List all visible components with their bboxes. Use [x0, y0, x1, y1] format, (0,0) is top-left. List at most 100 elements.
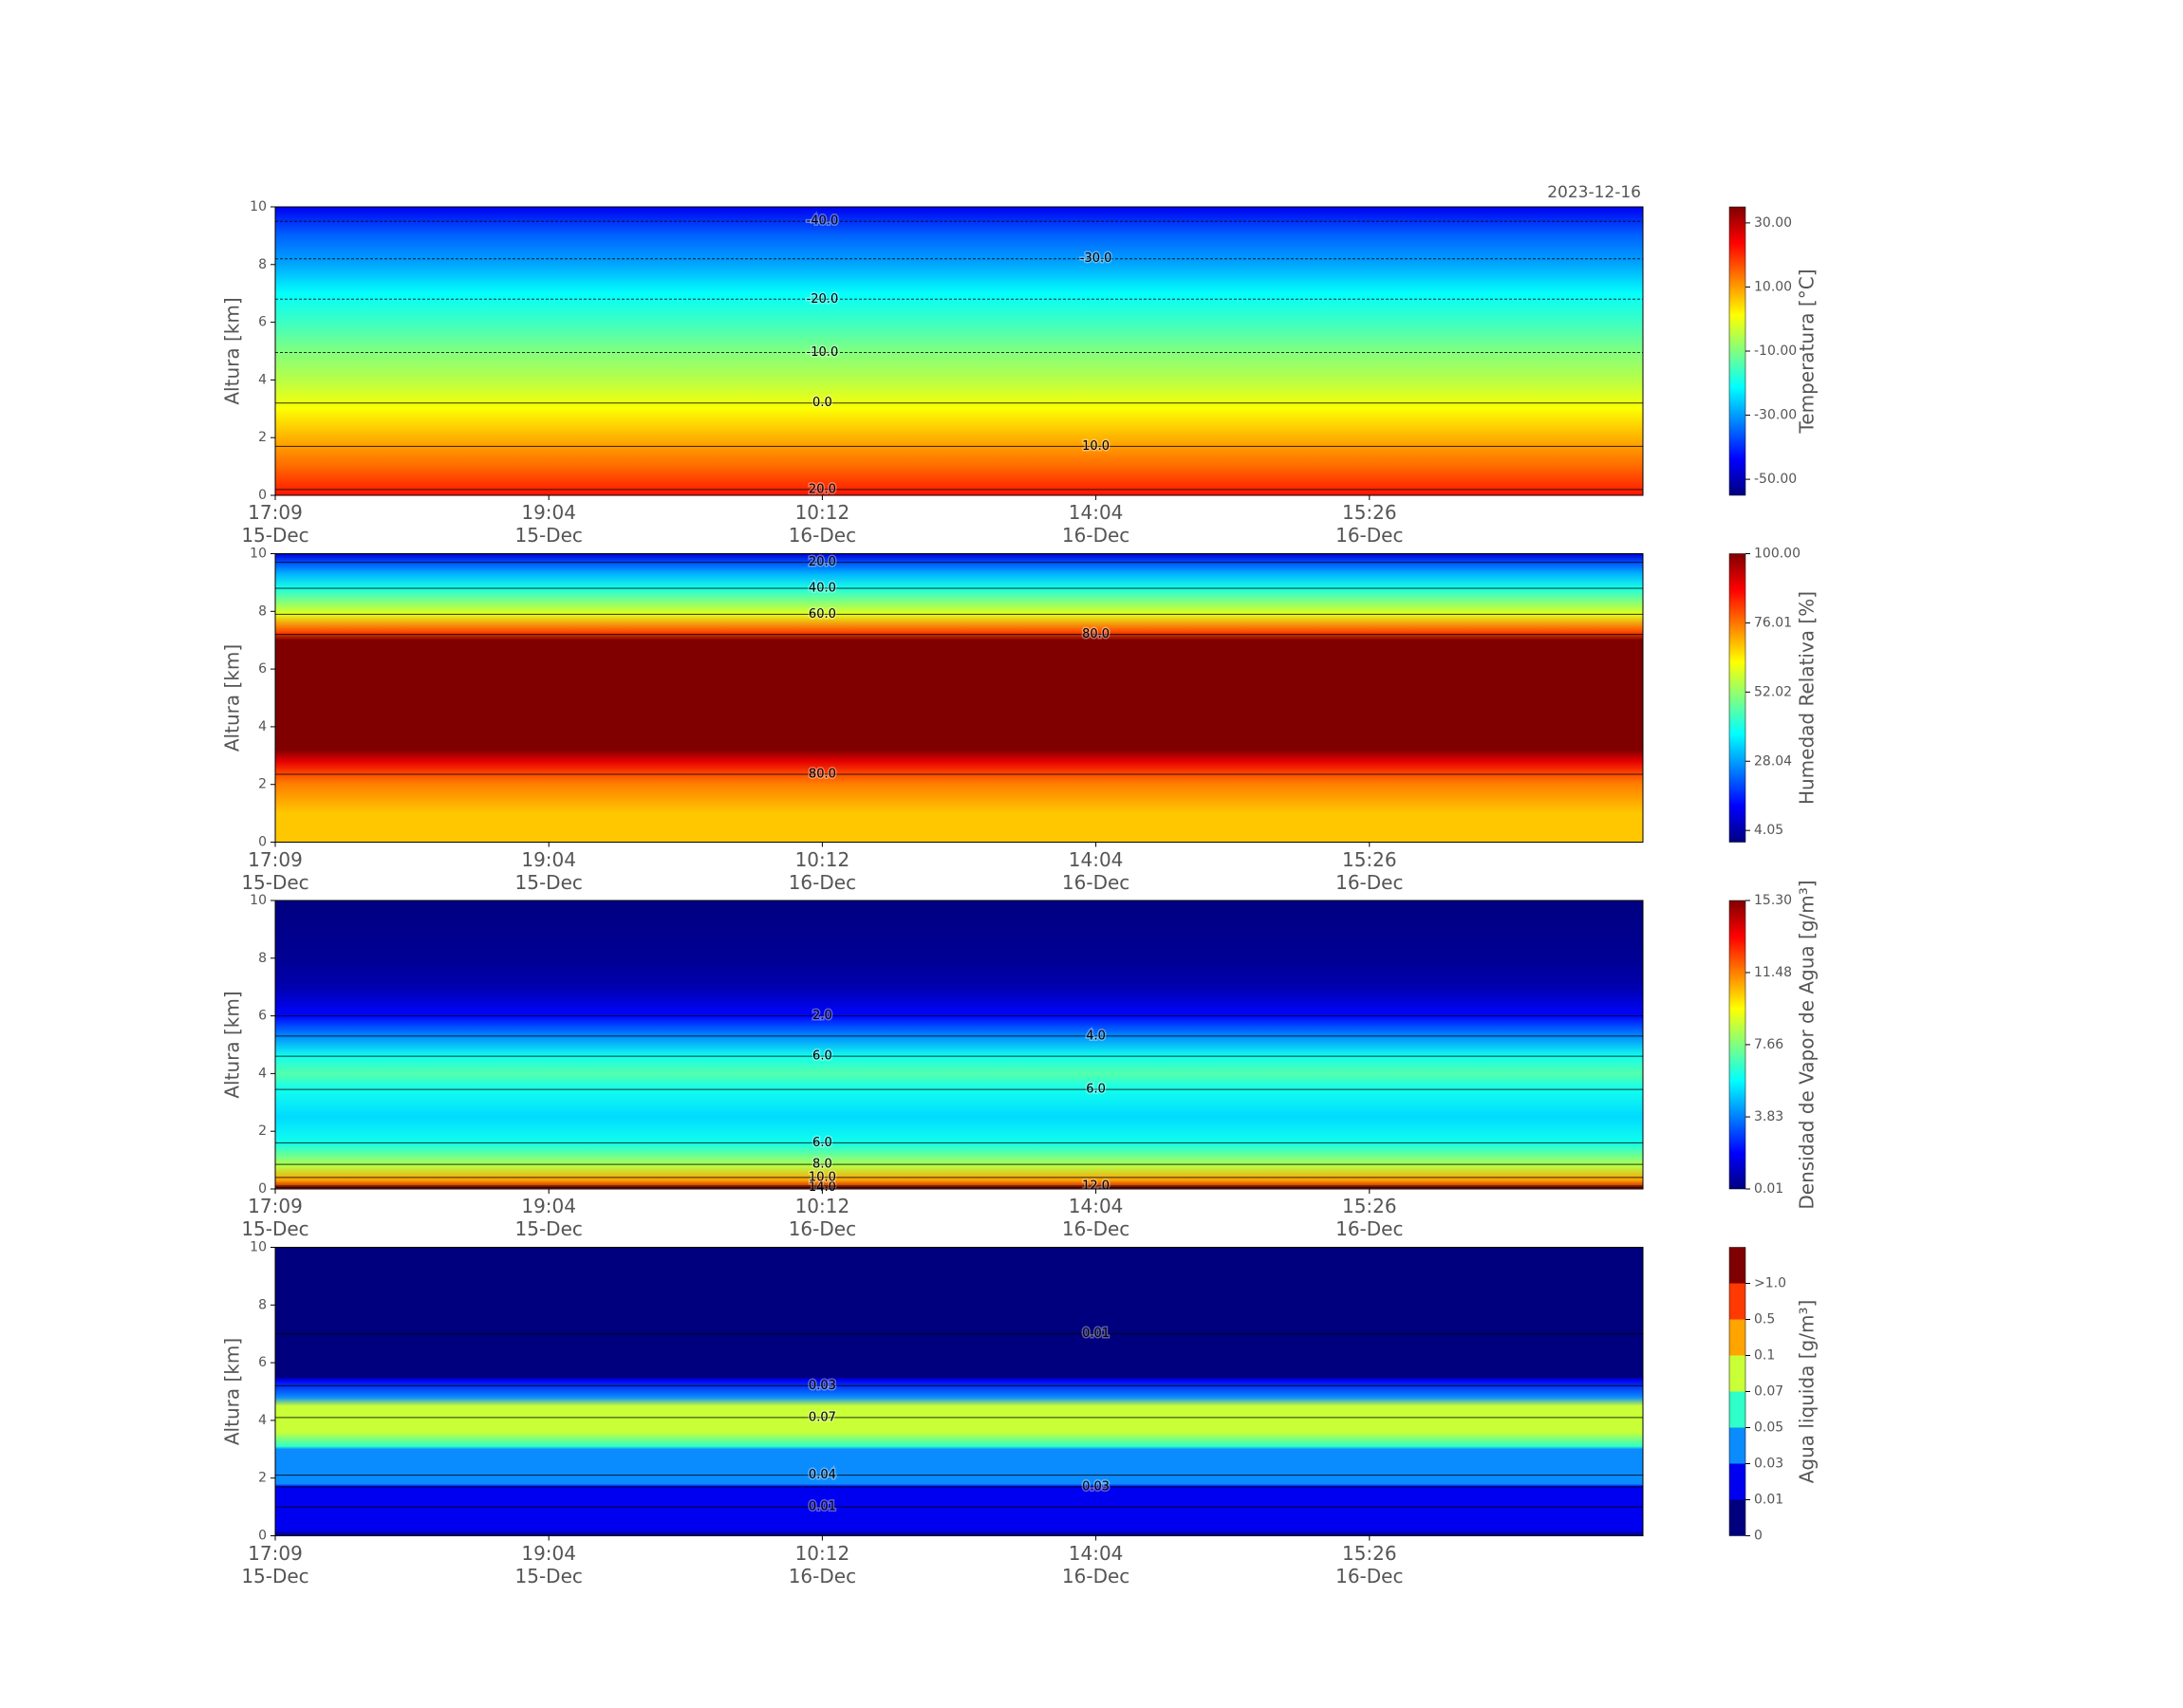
y-tick-label: 0	[258, 1181, 267, 1197]
colorbar-tick-label: 100.00	[1754, 547, 1801, 562]
contour-label: 0.07	[809, 1410, 836, 1424]
x-tick-label: 17:09 15-Dec	[241, 1195, 309, 1240]
colorbar-band	[1729, 1319, 1745, 1356]
y-tick-label: 2	[258, 430, 267, 445]
colorbar-tick-label: 0	[1754, 1529, 1763, 1544]
x-tick-label: 15:26 16-Dec	[1335, 1195, 1404, 1240]
contour-label: 12.0	[1082, 1179, 1110, 1193]
colorbar-tick-label: 7.66	[1754, 1037, 1783, 1052]
contour-label: 20.0	[809, 482, 836, 496]
contour-label: 0.03	[1082, 1479, 1110, 1494]
colorbar-tick-label: 0.01	[1754, 1181, 1783, 1197]
colorbar-band	[1729, 1427, 1745, 1464]
y-tick-label: 10	[250, 893, 267, 908]
y-tick-label: 2	[258, 1471, 267, 1486]
colorbar-band	[1729, 1499, 1745, 1536]
x-tick-label: 10:12 16-Dec	[788, 501, 857, 547]
colorbar-tick-label: 0.5	[1754, 1312, 1775, 1327]
x-tick-label: 14:04 16-Dec	[1061, 1541, 1130, 1587]
colorbar-tick-label: 0.05	[1754, 1420, 1783, 1436]
x-tick-label: 15:26 16-Dec	[1335, 847, 1404, 894]
colorbar-tick-label: -50.00	[1754, 472, 1797, 487]
contour-label: 10.0	[809, 1170, 836, 1184]
y-tick-label: 8	[258, 951, 267, 966]
x-tick-label: 19:04 15-Dec	[514, 501, 583, 547]
colorbar-tick-label: 15.30	[1754, 893, 1792, 908]
colorbar-tick-label: >1.0	[1754, 1276, 1786, 1291]
x-tick-label: 15:26 16-Dec	[1335, 501, 1404, 547]
x-tick-label: 14:04 16-Dec	[1061, 501, 1130, 547]
contour-label: 0.01	[809, 1500, 836, 1514]
contour-label: -30.0	[1080, 251, 1112, 266]
y-axis-label: Altura [km]	[221, 991, 244, 1098]
colorbar-label: Agua liquida [g/m³]	[1796, 1300, 1819, 1484]
y-tick-label: 4	[258, 1413, 267, 1428]
contour-label: -40.0	[807, 214, 839, 229]
y-tick-label: 2	[258, 1123, 267, 1139]
colorbar-label: Densidad de Vapor de Agua [g/m³]	[1796, 880, 1819, 1209]
y-tick-label: 6	[258, 1009, 267, 1024]
contour-label: 6.0	[812, 1136, 832, 1150]
y-tick-label: 4	[258, 719, 267, 734]
plot-frame	[274, 900, 1644, 1190]
x-tick-label: 14:04 16-Dec	[1061, 847, 1130, 894]
contour-label: 0.0	[812, 396, 832, 410]
colorbar	[1728, 553, 1746, 843]
y-tick-label: 6	[258, 661, 267, 677]
contour-label: 40.0	[809, 581, 836, 595]
y-axis-label: Altura [km]	[221, 1338, 244, 1445]
contour-label: 20.0	[809, 555, 836, 569]
contour-label: 4.0	[1086, 1029, 1106, 1043]
x-tick-label: 10:12 16-Dec	[788, 847, 857, 894]
colorbar-band	[1729, 1355, 1745, 1392]
contour-label: 8.0	[812, 1158, 832, 1172]
field	[275, 1247, 1643, 1536]
colorbar-band	[1729, 1463, 1745, 1500]
subtitle: 2023-12-16	[1547, 183, 1641, 202]
contour-label: 0.03	[809, 1379, 836, 1393]
x-tick-label: 19:04 15-Dec	[514, 1541, 583, 1587]
y-axis-label: Altura [km]	[221, 644, 244, 752]
y-tick-label: 10	[250, 547, 267, 562]
x-tick-label: 17:09 15-Dec	[241, 1541, 309, 1587]
x-tick-label: 19:04 15-Dec	[514, 847, 583, 894]
contour-label: 80.0	[809, 768, 836, 782]
x-tick-label: 17:09 15-Dec	[241, 847, 309, 894]
x-tick-label: 17:09 15-Dec	[241, 501, 309, 547]
colorbar-tick-label: 11.48	[1754, 965, 1792, 980]
x-tick-label: 19:04 15-Dec	[514, 1195, 583, 1240]
contour-label: 0.04	[809, 1468, 836, 1482]
colorbar-tick-label: 28.04	[1754, 753, 1792, 769]
y-tick-label: 0	[258, 835, 267, 850]
y-tick-label: 6	[258, 315, 267, 330]
y-axis-label: Altura [km]	[221, 297, 244, 404]
colorbar-tick-label: 0.07	[1754, 1384, 1783, 1400]
colorbar-label: Temperatura [°C]	[1796, 269, 1819, 434]
contour-label: 60.0	[809, 607, 836, 622]
field	[275, 900, 1643, 1189]
field	[275, 207, 1643, 495]
y-tick-label: 10	[250, 1240, 267, 1255]
plot-frame	[274, 206, 1644, 496]
colorbar-label: Humedad Relativa [%]	[1796, 591, 1819, 805]
x-tick-label: 10:12 16-Dec	[788, 1541, 857, 1587]
contour-label: 80.0	[1082, 627, 1110, 641]
plot-frame	[274, 553, 1644, 843]
field	[275, 553, 1643, 843]
colorbar-tick-label: 4.05	[1754, 823, 1783, 838]
y-tick-label: 2	[258, 777, 267, 792]
contour-label: 2.0	[812, 1009, 832, 1023]
y-tick-label: 0	[258, 1529, 267, 1544]
x-tick-label: 10:12 16-Dec	[788, 1195, 857, 1240]
colorbar-tick-label: 0.03	[1754, 1457, 1783, 1472]
contour-label: 6.0	[1086, 1083, 1106, 1097]
colorbar-tick-label: -30.00	[1754, 408, 1797, 423]
colorbar	[1728, 900, 1746, 1190]
colorbar-tick-label: 10.00	[1754, 279, 1792, 294]
contour-label: 14.0	[809, 1180, 836, 1195]
y-tick-label: 4	[258, 372, 267, 387]
colorbar-band	[1729, 1391, 1745, 1428]
colorbar-band	[1729, 1247, 1745, 1284]
y-tick-label: 4	[258, 1066, 267, 1081]
